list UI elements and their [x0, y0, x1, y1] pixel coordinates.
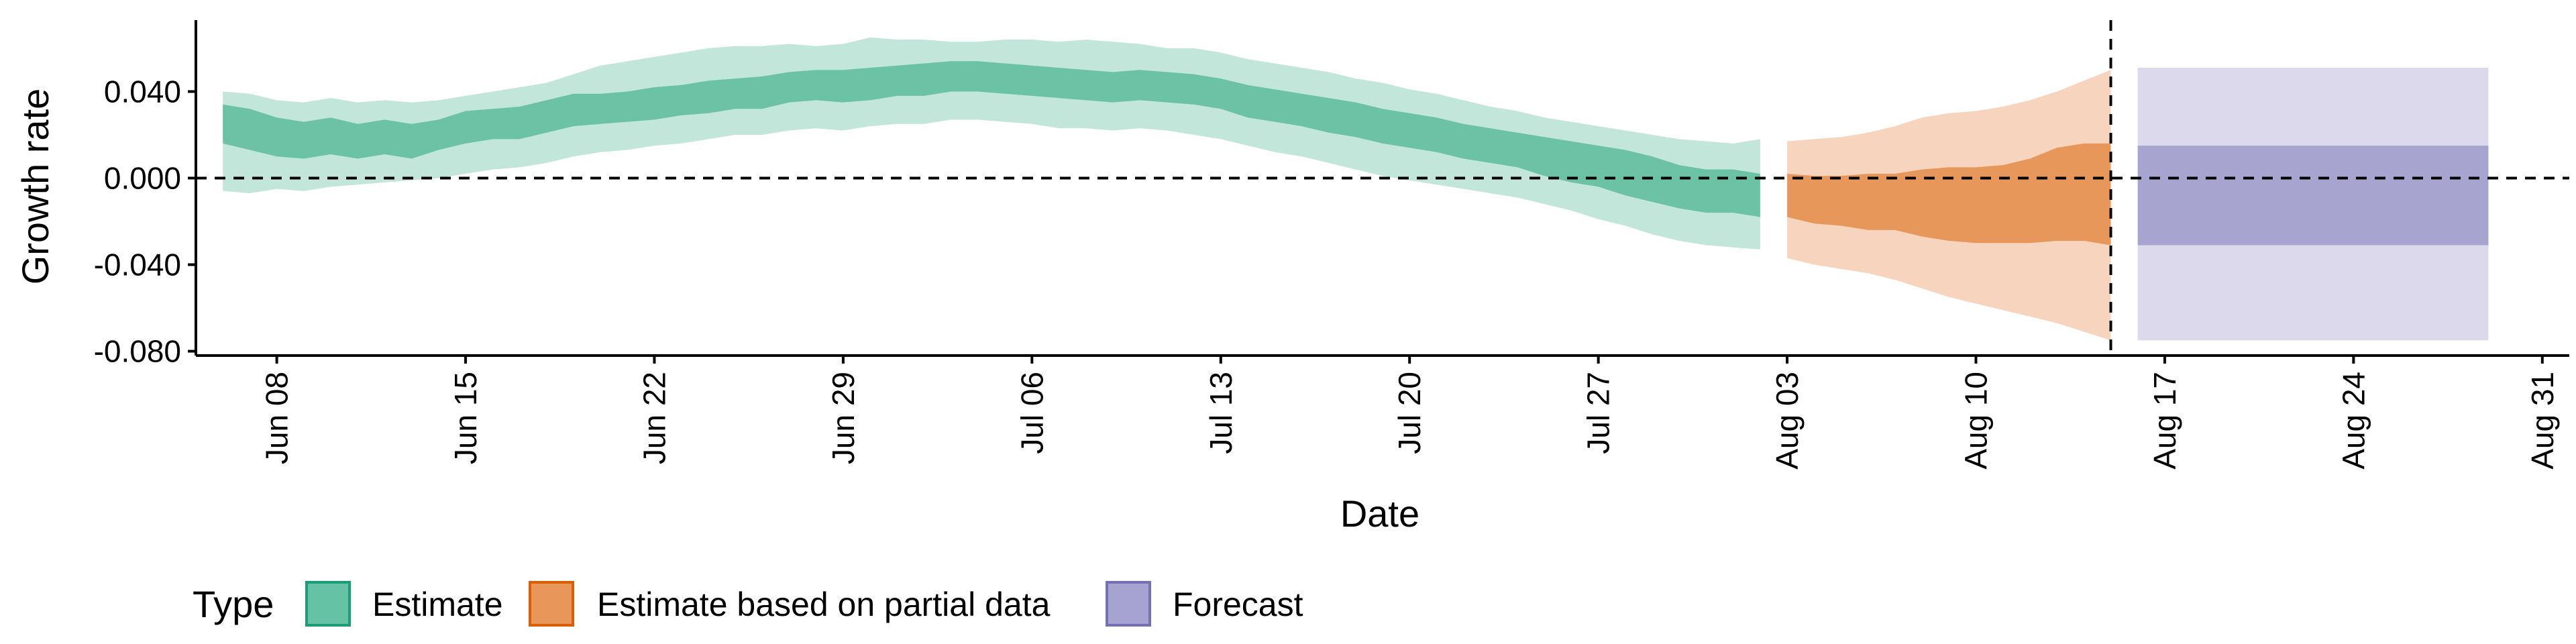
x-tick-label: Aug 17 — [2147, 372, 2182, 470]
x-tick-label: Aug 24 — [2336, 372, 2371, 470]
axes: -0.080 -0.040 0.000 0.040 Jun 08 Jun 15 Jun 22… — [94, 20, 2569, 470]
x-axis-title: Date — [1340, 492, 1419, 535]
x-tick-label: Aug 10 — [1959, 372, 1994, 470]
x-tick-label: Jun 22 — [637, 372, 672, 464]
y-tick-label: -0.080 — [94, 334, 181, 369]
x-tick-label: Jun 08 — [260, 372, 294, 464]
legend-label-forecast: Forecast — [1173, 586, 1303, 623]
y-tick-label: 0.040 — [104, 74, 181, 109]
legend-key-estimate-based-on-partial-data — [529, 581, 574, 627]
x-tick-label: Aug 31 — [2525, 372, 2560, 470]
forecast-inner-band — [2137, 146, 2489, 246]
y-tick-label: 0.000 — [104, 160, 181, 195]
legend-label-estimate-based-on-partial-data: Estimate based on partial data — [597, 586, 1051, 623]
x-tick-label: Jun 15 — [448, 372, 483, 464]
legend-key-forecast — [1106, 581, 1151, 627]
x-tick-label: Jun 29 — [826, 372, 861, 464]
x-tick-label: Jul 27 — [1581, 372, 1616, 454]
y-tick-label: -0.040 — [94, 248, 181, 282]
estimate-inner-band — [223, 61, 1760, 217]
x-tick-label: Jul 20 — [1392, 372, 1427, 454]
legend: Type Estimate Estimate based on partial d… — [193, 581, 1303, 627]
reference-lines — [196, 20, 2569, 356]
estimate-outer-band — [223, 37, 1760, 250]
y-axis-title: Growth rate — [14, 89, 56, 285]
estimate-based-on-partial-data-inner-band — [1787, 143, 2111, 246]
plot-bands — [223, 37, 2489, 341]
x-tick-label: Aug 03 — [1770, 372, 1805, 470]
x-tick-label: Jul 06 — [1014, 372, 1049, 454]
legend-key-estimate — [305, 581, 351, 627]
x-tick-label: Jul 13 — [1203, 372, 1238, 454]
legend-label-estimate: Estimate — [372, 586, 503, 623]
legend-title: Type — [193, 583, 274, 625]
